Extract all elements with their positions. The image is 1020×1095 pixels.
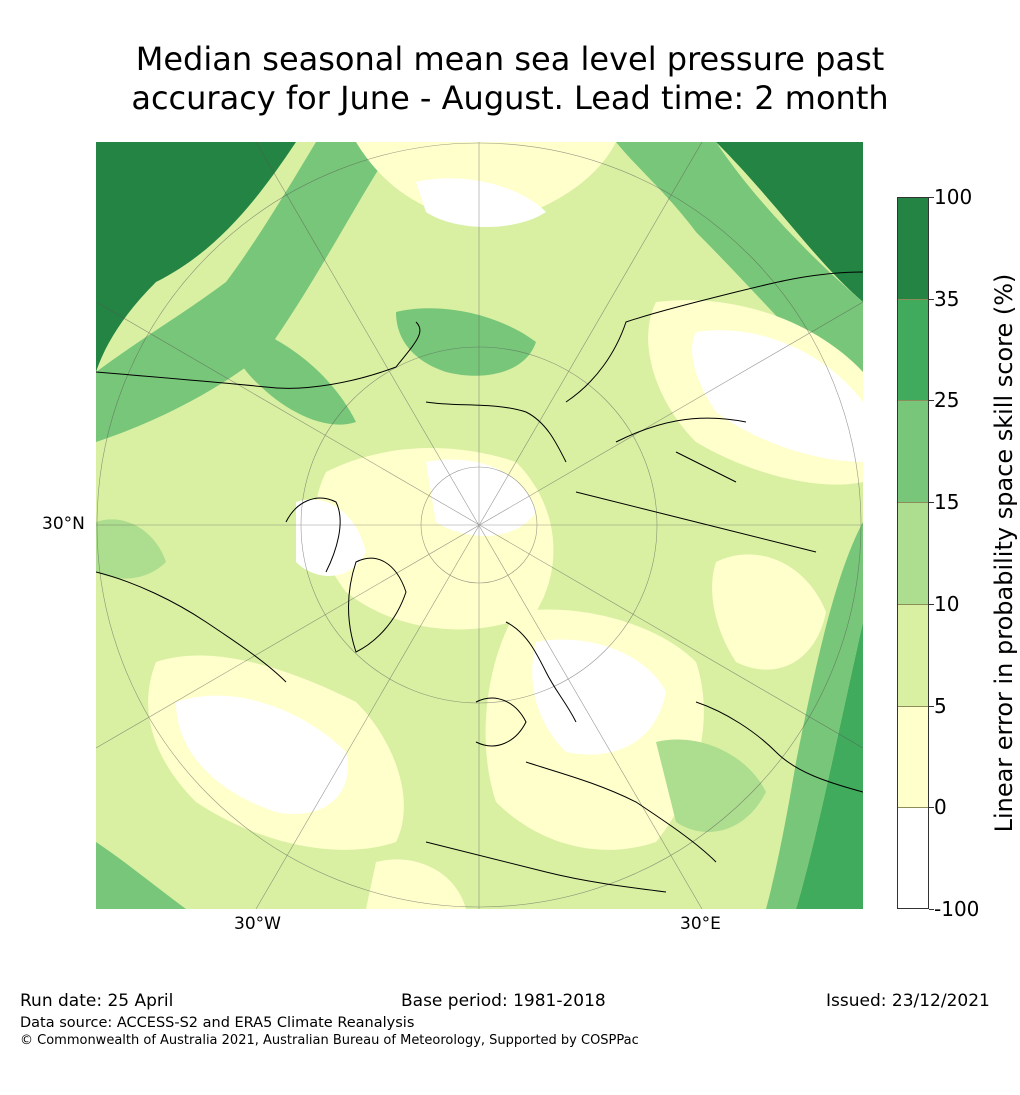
colorbar-segment bbox=[898, 299, 928, 402]
colorbar-tick-mark bbox=[929, 603, 934, 605]
map-region bbox=[532, 639, 666, 755]
map-region bbox=[96, 842, 186, 909]
colorbar-tick-mark bbox=[929, 197, 934, 198]
map-title: Median seasonal mean sea level pressure … bbox=[131, 40, 889, 117]
colorbar-tick-mark bbox=[929, 400, 934, 402]
coastlines bbox=[96, 271, 863, 893]
map-region bbox=[416, 178, 546, 227]
colorbar-segment bbox=[898, 401, 928, 504]
colorbar-segment bbox=[898, 604, 928, 707]
run-date: Run date: 25 April bbox=[20, 991, 174, 1011]
map-region bbox=[796, 622, 863, 909]
colorbar-tick-label: 0 bbox=[934, 795, 947, 820]
map-region bbox=[232, 322, 356, 425]
colorbar-segment bbox=[898, 808, 928, 908]
map-region bbox=[712, 554, 826, 670]
copyright: © Commonwealth of Australia 2021, Austra… bbox=[20, 1033, 639, 1048]
map-region bbox=[96, 142, 296, 372]
map-region bbox=[356, 142, 616, 222]
map-region bbox=[656, 739, 766, 832]
colorbar-tick-label: 35 bbox=[934, 286, 960, 311]
map-region bbox=[766, 522, 863, 909]
colorbar-segment bbox=[898, 503, 928, 605]
map-region bbox=[396, 308, 536, 376]
map-region bbox=[692, 330, 863, 462]
colorbar-tick-mark bbox=[929, 705, 934, 707]
colorbar-tick-mark bbox=[929, 807, 934, 809]
map-region bbox=[716, 142, 863, 302]
colorbar bbox=[897, 197, 929, 909]
issued-date: Issued: 23/12/2021 bbox=[826, 991, 990, 1011]
data-source: Data source: ACCESS-S2 and ERA5 Climate … bbox=[20, 1015, 415, 1031]
colorbar-tick-mark bbox=[929, 298, 934, 300]
map-region bbox=[296, 499, 366, 576]
map-region bbox=[96, 519, 166, 579]
map-canvas bbox=[96, 142, 863, 909]
colorbar-tick-label: -100 bbox=[934, 897, 980, 921]
colorbar-tick-mark bbox=[929, 502, 934, 504]
map-region bbox=[96, 142, 396, 442]
colorbar-tick-label: 5 bbox=[934, 693, 947, 718]
colorbar-tick-label: 100 bbox=[934, 185, 973, 209]
colorbar-label: Linear error in probability space skill … bbox=[990, 273, 1018, 833]
colorbar-tick-label: 10 bbox=[934, 591, 960, 616]
map-region bbox=[176, 695, 348, 814]
colorbar-tick-label: 15 bbox=[934, 490, 960, 515]
colorbar-segment bbox=[898, 198, 928, 300]
map-region bbox=[426, 459, 536, 536]
colorbar-tick-label: 25 bbox=[934, 388, 960, 413]
longitude-label-east: 30°E bbox=[680, 914, 721, 934]
colorbar-segment bbox=[898, 706, 928, 809]
base-period: Base period: 1981-2018 bbox=[401, 991, 606, 1011]
graticule bbox=[96, 142, 863, 909]
latitude-label: 30°N bbox=[42, 514, 85, 534]
skill-score-map bbox=[96, 142, 863, 909]
colorbar-tick-mark bbox=[929, 909, 934, 910]
longitude-label-west: 30°W bbox=[234, 914, 281, 934]
